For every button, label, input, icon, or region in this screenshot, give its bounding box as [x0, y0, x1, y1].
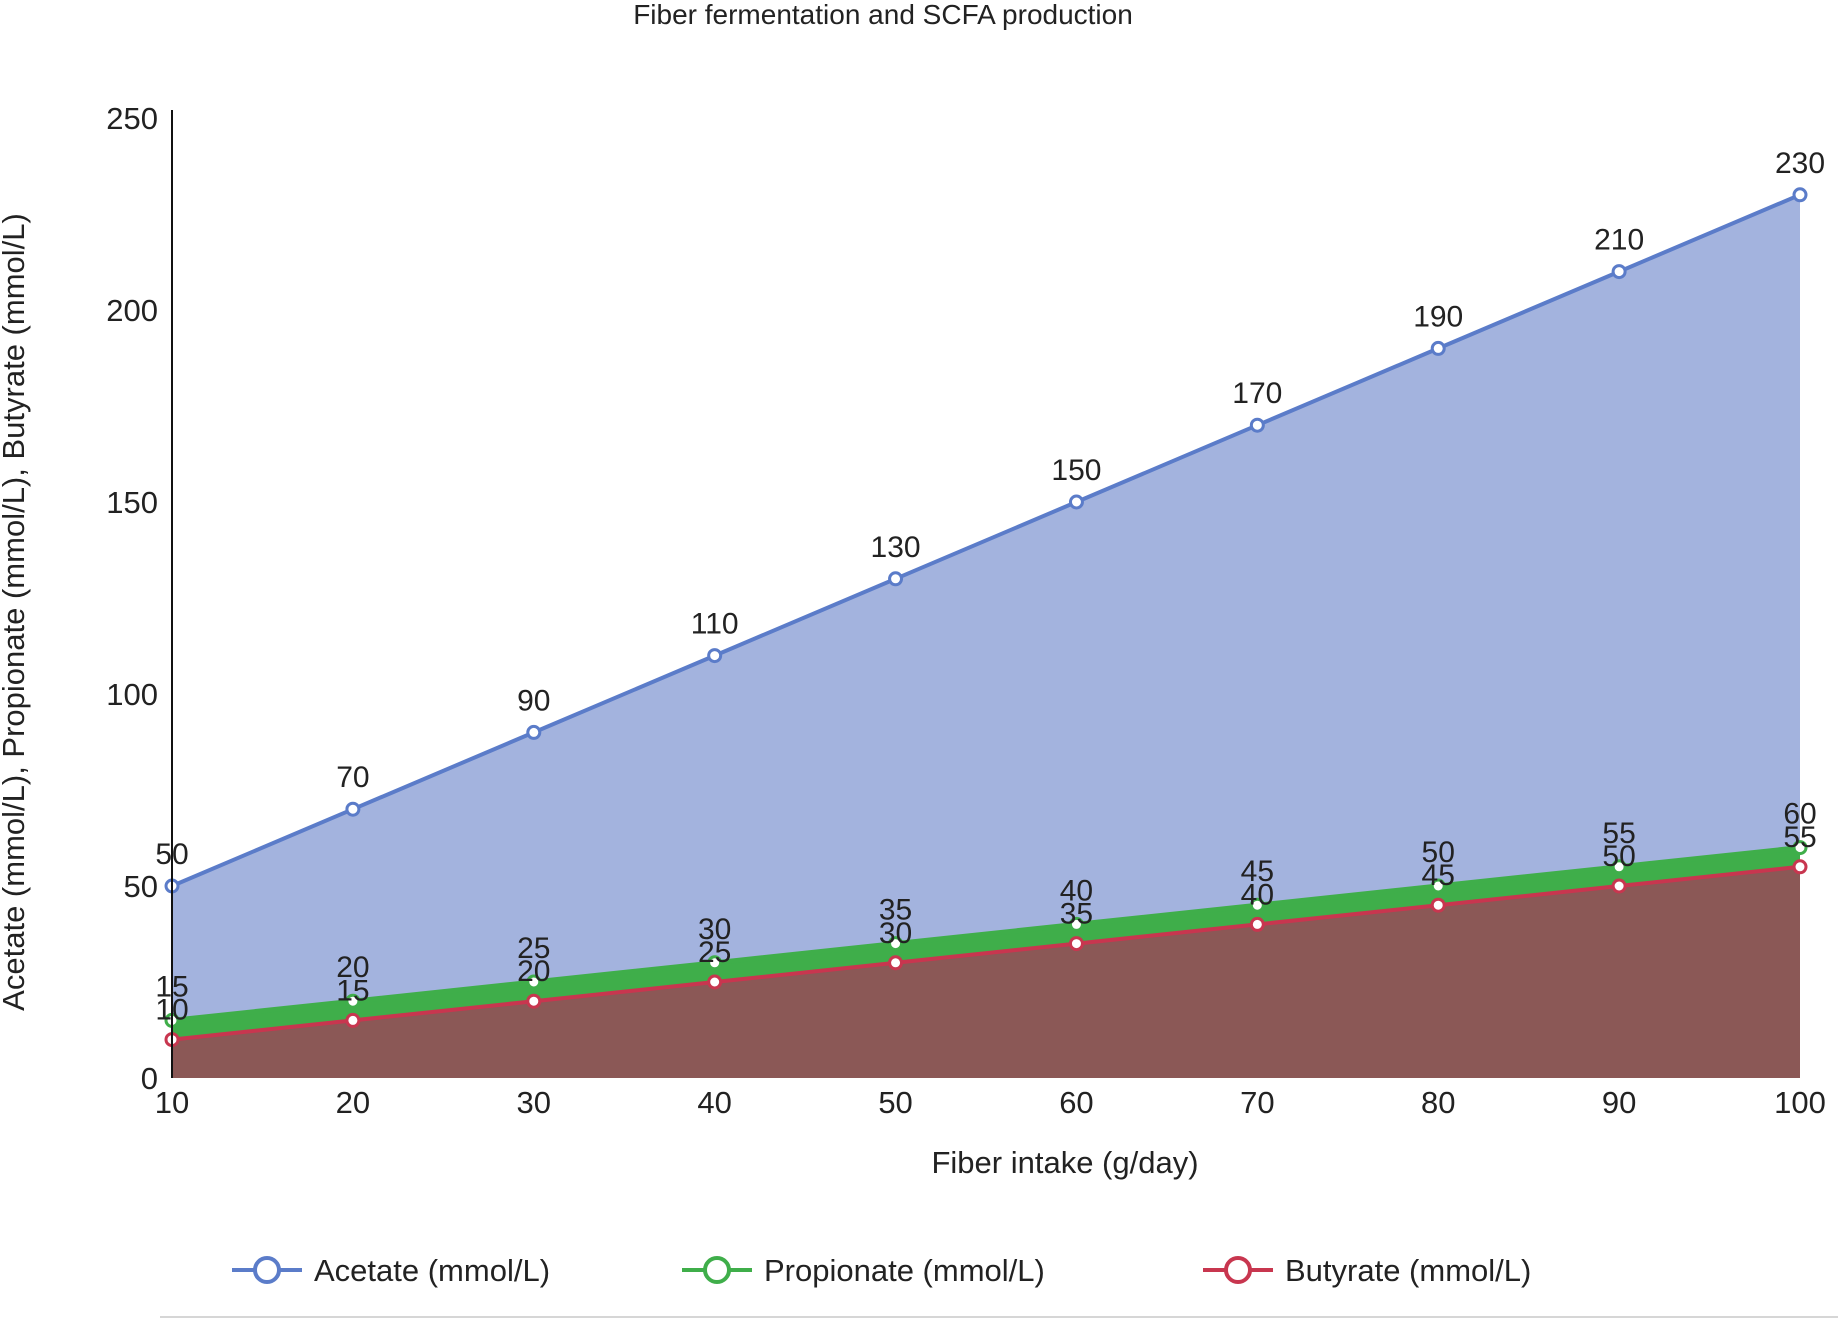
propionate-data-label-100: 60: [1783, 798, 1816, 831]
butyrate-line: [171, 864, 1801, 1042]
y-tick-label-200: 200: [106, 293, 158, 328]
acetate-point-70: [1249, 417, 1265, 433]
butyrate-data-label-40: 25: [698, 936, 731, 969]
butyrate-point-100: [1792, 859, 1808, 875]
legend-butyrate-marker-icon: [1224, 1256, 1252, 1284]
propionate-data-label-90: 55: [1602, 817, 1635, 850]
propionate-data-label-40: 30: [698, 913, 731, 946]
x-axis-title: Fiber intake (g/day): [931, 1145, 1198, 1180]
x-tick-label-30: 30: [517, 1085, 551, 1120]
butyrate-data-label-60: 35: [1060, 898, 1093, 931]
acetate-point-30: [526, 724, 542, 740]
x-tick-label-50: 50: [878, 1085, 912, 1120]
acetate-point-60: [1068, 494, 1084, 510]
x-tick-label-40: 40: [697, 1085, 731, 1120]
acetate-data-label-10: 50: [155, 838, 188, 871]
propionate-point-50: [888, 936, 904, 952]
propionate-point-40: [707, 955, 723, 971]
propionate-area: [172, 847, 1800, 1040]
x-tick-label-10: 10: [155, 1085, 189, 1120]
acetate-point-80: [1430, 340, 1446, 356]
y-tick-label-50: 50: [124, 869, 158, 904]
propionate-data-label-20: 20: [336, 951, 369, 984]
propionate-data-label-30: 25: [517, 932, 550, 965]
butyrate-point-70: [1249, 916, 1265, 932]
acetate-data-label-100: 230: [1775, 147, 1825, 180]
acetate-point-40: [707, 648, 723, 664]
legend: Acetate (mmol/L) Propionate (mmol/L) Butyr…: [232, 1253, 1531, 1288]
acetate-area: [172, 194, 1800, 1079]
butyrate-point-80: [1430, 897, 1446, 913]
propionate-point-90: [1611, 859, 1627, 875]
y-tick-label-150: 150: [106, 485, 158, 520]
legend-acetate-label: Acetate (mmol/L): [314, 1253, 550, 1288]
y-tick-label-0: 0: [141, 1061, 158, 1096]
propionate-data-label-70: 45: [1241, 855, 1274, 888]
y-tick-label-250: 250: [106, 101, 158, 136]
x-tick-label-70: 70: [1240, 1085, 1274, 1120]
legend-acetate-marker-icon: [253, 1256, 281, 1284]
x-axis-ticks: 10 20 30 40 50 60 70 80 90 100: [155, 1085, 1826, 1120]
butyrate-data-label-70: 40: [1241, 878, 1274, 911]
y-axis-title: Acetate (mmol/L), Propionate (mmol/L), B…: [0, 213, 31, 1011]
propionate-point-100: [1792, 840, 1808, 856]
x-tick-label-20: 20: [336, 1085, 370, 1120]
acetate-data-label-90: 210: [1594, 224, 1644, 257]
propionate-line: [171, 845, 1801, 1023]
x-tick-label-80: 80: [1421, 1085, 1455, 1120]
acetate-data-label-40: 110: [691, 608, 739, 641]
acetate-point-90: [1611, 264, 1627, 280]
propionate-data-label-10: 15: [155, 970, 188, 1003]
legend-butyrate-label: Butyrate (mmol/L): [1285, 1253, 1531, 1288]
propionate-point-30: [526, 974, 542, 990]
butyrate-data-label-80: 45: [1422, 859, 1455, 892]
butyrate-data-label-10: 10: [155, 994, 188, 1027]
butyrate-data-label-30: 20: [517, 955, 550, 988]
x-tick-label-100: 100: [1774, 1085, 1826, 1120]
x-tick-label-90: 90: [1602, 1085, 1636, 1120]
butyrate-point-30: [526, 993, 542, 1009]
butyrate-area: [172, 866, 1800, 1078]
butyrate-point-90: [1611, 878, 1627, 894]
propionate-point-80: [1430, 878, 1446, 894]
propionate-data-label-60: 40: [1060, 874, 1093, 907]
butyrate-data-label-100: 55: [1783, 821, 1816, 854]
butyrate-point-60: [1068, 936, 1084, 952]
acetate-data-label-50: 130: [871, 531, 921, 564]
acetate-data-label-60: 150: [1051, 454, 1101, 487]
acetate-point-20: [345, 801, 361, 817]
propionate-point-70: [1249, 897, 1265, 913]
plot-area: [164, 187, 1808, 1079]
butyrate-point-20: [345, 1012, 361, 1028]
butyrate-data-label-90: 50: [1602, 840, 1635, 873]
legend-propionate-marker-icon: [703, 1256, 731, 1284]
acetate-data-label-20: 70: [336, 761, 369, 794]
propionate-data-label-80: 50: [1422, 836, 1455, 869]
acetate-data-label-70: 170: [1232, 377, 1282, 410]
acetate-line: [171, 192, 1801, 888]
acetate-point-50: [888, 571, 904, 587]
acetate-data-label-30: 90: [517, 684, 550, 717]
butyrate-point-40: [707, 974, 723, 990]
legend-propionate-label: Propionate (mmol/L): [764, 1253, 1045, 1288]
butyrate-point-50: [888, 955, 904, 971]
acetate-point-100: [1792, 187, 1808, 203]
x-tick-label-60: 60: [1059, 1085, 1093, 1120]
butyrate-data-label-50: 30: [879, 917, 912, 950]
propionate-data-label-50: 35: [879, 894, 912, 927]
chart-title: Fiber fermentation and SCFA production: [633, 0, 1133, 30]
acetate-data-label-80: 190: [1413, 300, 1463, 333]
y-tick-label-100: 100: [106, 677, 158, 712]
propionate-point-60: [1068, 916, 1084, 932]
butyrate-data-label-20: 15: [336, 974, 369, 1007]
y-axis-ticks: 0 50 100 150 200 250: [106, 101, 158, 1096]
propionate-point-20: [345, 993, 361, 1009]
data-labels: 5015107020159025201103025130353015040351…: [155, 147, 1825, 1027]
